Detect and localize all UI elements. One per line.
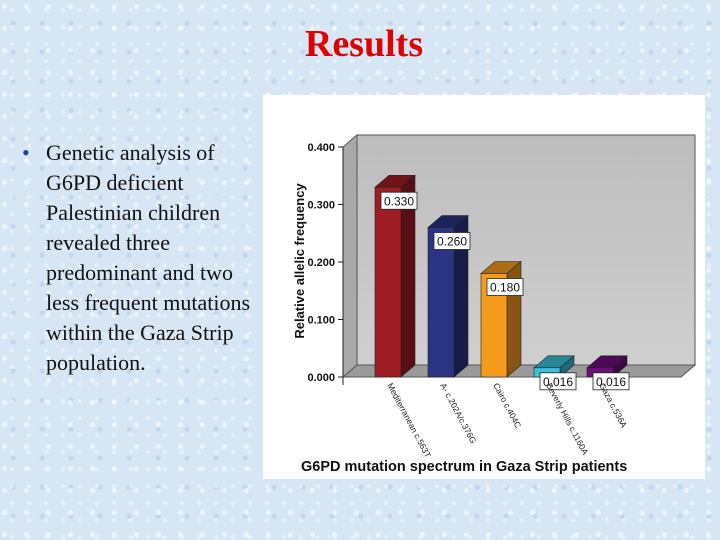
data-label: 0.016: [596, 375, 626, 389]
x-tick-label: Mediterranean c.563T: [385, 381, 433, 459]
x-tick-label: A- c.202A/c.376G: [438, 381, 478, 445]
data-label-box: [592, 372, 630, 391]
bullet-list: • Genetic analysis of G6PD deficient Pal…: [22, 138, 262, 378]
y-tick-label: 0.000: [307, 372, 335, 384]
chart-side-wall: [342, 133, 358, 379]
data-label-box: [486, 278, 524, 296]
y-tick-label: 0.400: [307, 142, 335, 154]
y-tick-label: 0.300: [307, 200, 335, 212]
data-label: 0.330: [384, 194, 414, 208]
chart-panel: 0.000 0.100 0.200 0.300 0.400 0.330 0.260 0.18…: [263, 95, 705, 479]
bullet-item: • Genetic analysis of G6PD deficient Pal…: [22, 138, 262, 378]
data-label-box: [539, 372, 577, 391]
data-label: 0.016: [543, 375, 573, 389]
data-label: 0.260: [437, 235, 467, 249]
bullet-dot-icon: •: [22, 140, 30, 165]
bar: [374, 174, 416, 378]
data-label: 0.180: [490, 281, 520, 295]
slide-title: Results: [304, 23, 424, 65]
data-label-box: [433, 232, 471, 250]
x-tick-label: Cairo c.404C: [491, 381, 523, 429]
data-label-box: [380, 191, 418, 210]
y-tick-label: 0.100: [307, 315, 335, 327]
y-axis-label: Relative allelic frequency: [292, 183, 307, 339]
y-tick-label: 0.200: [307, 257, 335, 269]
bar: [427, 214, 469, 378]
x-tick-label: Beverly Hills c.1160A: [544, 381, 590, 456]
bullet-text: Genetic analysis of G6PD deficient Pales…: [46, 140, 251, 375]
chart-title: G6PD mutation spectrum in Gaza Strip pat…: [301, 459, 627, 475]
bar-chart: 0.000 0.100 0.200 0.300 0.400 0.330 0.260 0.18…: [292, 133, 697, 475]
